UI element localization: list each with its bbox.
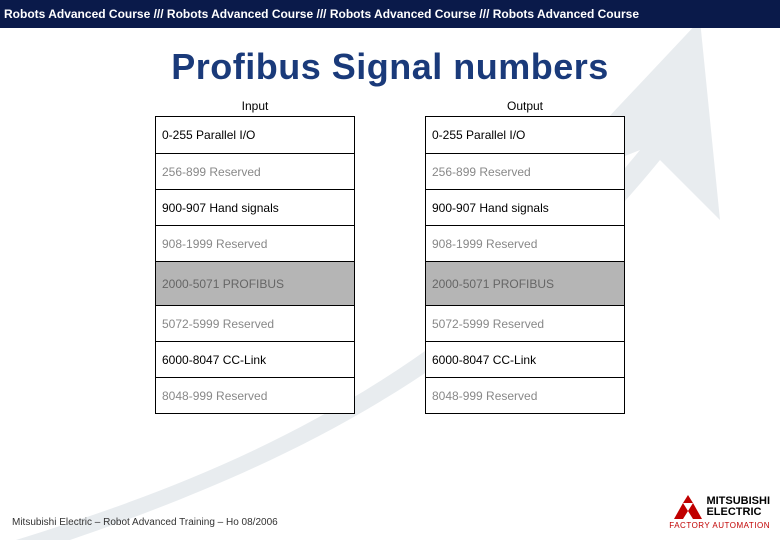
table-row: 2000-5071 PROFIBUS bbox=[426, 261, 624, 305]
logo-line2: ELECTRIC bbox=[706, 507, 770, 518]
table-row: 0-255 Parallel I/O bbox=[426, 117, 624, 153]
header-bar: Robots Advanced Course /// Robots Advanc… bbox=[0, 0, 780, 28]
table-row: 6000-8047 CC-Link bbox=[426, 341, 624, 377]
mitsubishi-triangles-icon bbox=[674, 495, 702, 519]
logo-subtitle: FACTORY AUTOMATION bbox=[669, 521, 770, 530]
footer-text: Mitsubishi Electric – Robot Advanced Tra… bbox=[12, 517, 278, 528]
output-cells: 0-255 Parallel I/O 256-899 Reserved 900-… bbox=[425, 116, 625, 414]
logo-text: MITSUBISHI ELECTRIC bbox=[706, 496, 770, 518]
table-row: 5072-5999 Reserved bbox=[156, 305, 354, 341]
table-row: 256-899 Reserved bbox=[156, 153, 354, 189]
input-column-header: Input bbox=[155, 96, 355, 116]
table-row: 6000-8047 CC-Link bbox=[156, 341, 354, 377]
header-text: Robots Advanced Course /// Robots Advanc… bbox=[4, 7, 639, 21]
table-row: 8048-999 Reserved bbox=[426, 377, 624, 413]
input-cells: 0-255 Parallel I/O 256-899 Reserved 900-… bbox=[155, 116, 355, 414]
table-row: 900-907 Hand signals bbox=[426, 189, 624, 225]
input-table: Input 0-255 Parallel I/O 256-899 Reserve… bbox=[155, 96, 355, 414]
table-row: 2000-5071 PROFIBUS bbox=[156, 261, 354, 305]
table-row: 0-255 Parallel I/O bbox=[156, 117, 354, 153]
table-row: 256-899 Reserved bbox=[426, 153, 624, 189]
table-row: 908-1999 Reserved bbox=[156, 225, 354, 261]
output-column-header: Output bbox=[425, 96, 625, 116]
mitsubishi-logo: MITSUBISHI ELECTRIC FACTORY AUTOMATION bbox=[669, 495, 770, 530]
signal-tables: Input 0-255 Parallel I/O 256-899 Reserve… bbox=[0, 96, 780, 414]
table-row: 900-907 Hand signals bbox=[156, 189, 354, 225]
output-table: Output 0-255 Parallel I/O 256-899 Reserv… bbox=[425, 96, 625, 414]
table-row: 908-1999 Reserved bbox=[426, 225, 624, 261]
table-row: 5072-5999 Reserved bbox=[426, 305, 624, 341]
page-title: Profibus Signal numbers bbox=[0, 46, 780, 88]
table-row: 8048-999 Reserved bbox=[156, 377, 354, 413]
